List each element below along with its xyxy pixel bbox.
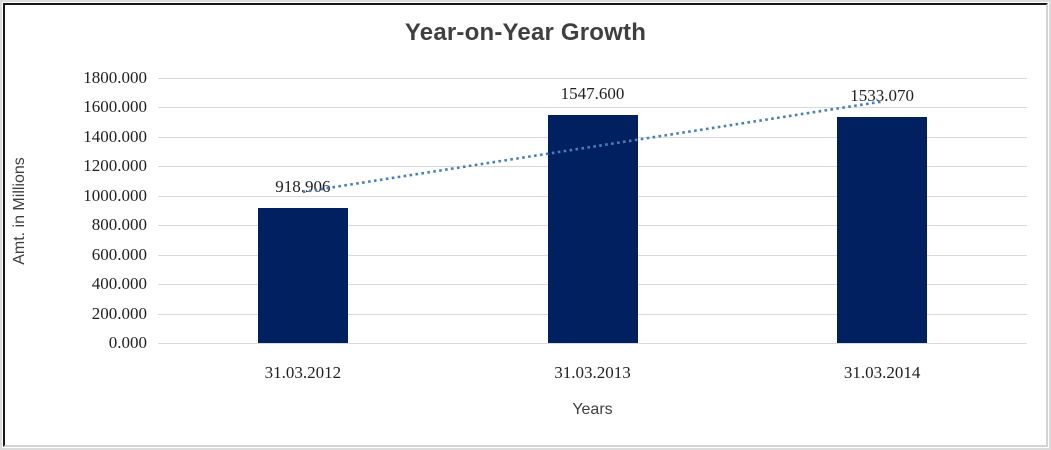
data-label: 1547.600 (560, 84, 625, 104)
y-tick-label: 800.000 (91, 215, 147, 235)
y-tick-label: 600.000 (91, 244, 147, 264)
x-tick-label: 31.03.2013 (554, 363, 631, 382)
y-tick-label: 1800.000 (83, 68, 147, 87)
gridline (158, 107, 1027, 109)
chart-title: Year-on-Year Growth (404, 19, 647, 46)
bar-31.03.2014 (837, 117, 928, 343)
x-tick-label: 31.03.2012 (264, 363, 342, 382)
y-tick-label: 1000.000 (83, 185, 147, 205)
gridline (158, 343, 1027, 344)
x-axis-title: Years (572, 401, 613, 418)
y-tick-label: 1600.000 (83, 97, 147, 117)
data-label: 1533.070 (850, 86, 915, 106)
x-tick-label: 31.03.2014 (843, 363, 921, 382)
y-tick-label: 1400.000 (83, 126, 147, 146)
y-tick-label: 400.000 (91, 274, 147, 294)
bar-31.03.2013 (547, 115, 638, 343)
gridline (158, 78, 1027, 79)
y-tick-label: 0.000 (108, 333, 147, 352)
y-tick-label: 1200.000 (83, 156, 147, 176)
y-tick-label: 200.000 (91, 303, 147, 323)
bar-31.03.2012 (257, 207, 348, 343)
data-label: 918.906 (275, 176, 331, 196)
